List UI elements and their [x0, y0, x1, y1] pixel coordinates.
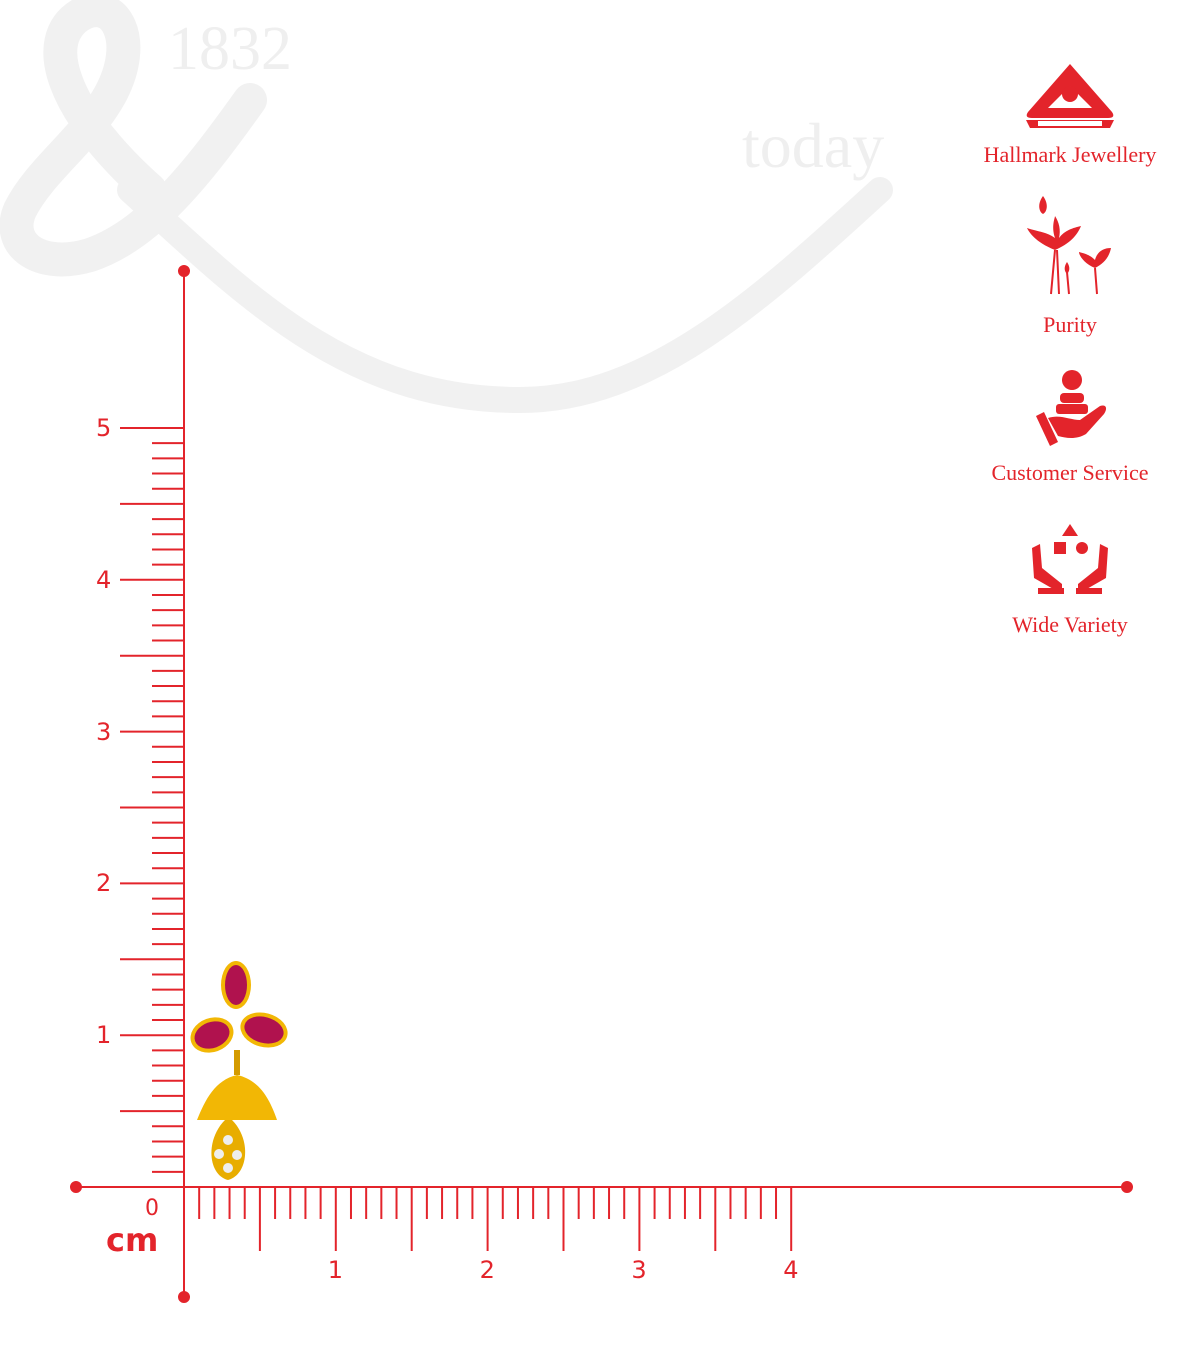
ruler-endpoint [178, 265, 190, 277]
horizontal-tick-label: 1 [327, 1256, 344, 1284]
feature-purity: Purity [960, 192, 1180, 338]
unit-label: cm [106, 1221, 159, 1259]
feature-label: Purity [1043, 312, 1097, 337]
feature-label: Customer Service [991, 460, 1149, 485]
vertical-tick-label: 2 [96, 869, 112, 898]
horizontal-tick-label: 4 [783, 1256, 799, 1284]
ruler-endpoint [70, 1181, 82, 1193]
ruler-endpoint [1121, 1181, 1133, 1193]
horizontal-tick-label: 3 [631, 1256, 647, 1284]
customer-service-icon [1036, 370, 1107, 446]
feature-label: Wide Variety [1012, 612, 1128, 637]
ruler-endpoint [178, 1291, 190, 1303]
watermark-word: today [742, 110, 885, 181]
feature-customer-service: Customer Service [960, 368, 1180, 486]
feature-label: Hallmark Jewellery [983, 142, 1157, 167]
vertical-tick-label: 3 [96, 717, 112, 746]
watermark-year: 1832 [168, 15, 292, 83]
horizontal-tick-label: 2 [479, 1256, 495, 1284]
vertical-tick-label: 4 [96, 565, 112, 594]
vertical-tick-label: 5 [96, 414, 112, 442]
lotus-icon [1027, 196, 1111, 295]
earring-image [190, 961, 288, 1180]
feature-hallmark: Hallmark Jewellery [960, 60, 1180, 168]
origin-label: 0 [145, 1196, 159, 1221]
vertical-tick-label: 1 [96, 1021, 112, 1050]
hallmark-icon [1026, 64, 1114, 128]
watermark-ampersand [0, 0, 893, 414]
wide-variety-icon [1032, 524, 1108, 594]
feature-wide-variety: Wide Variety [960, 522, 1180, 638]
